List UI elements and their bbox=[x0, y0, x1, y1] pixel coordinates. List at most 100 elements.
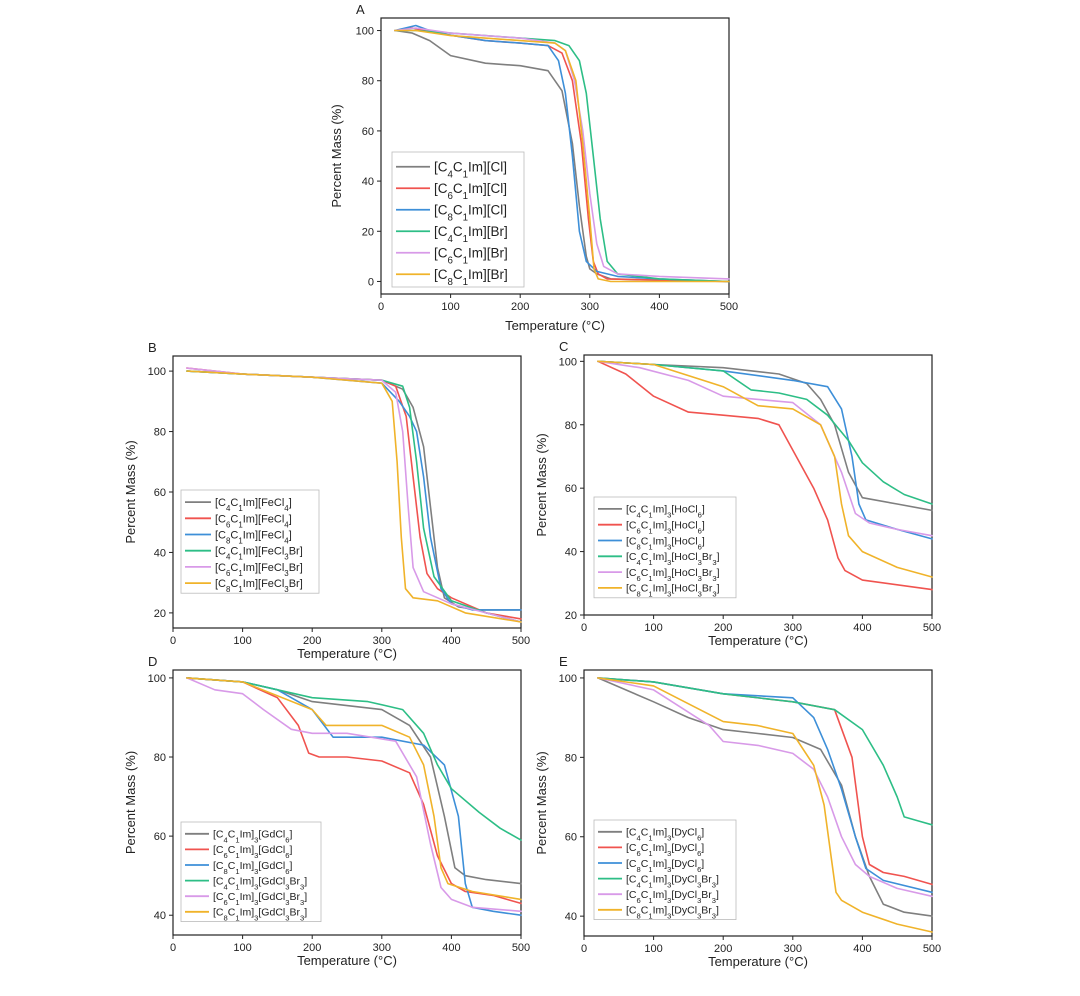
panel-letter: C bbox=[559, 339, 568, 354]
chart-panel-b: B 0 100 200 300 400 500 20 40 60 80 100 Temperature … bbox=[123, 340, 530, 661]
series-line-6 bbox=[186, 370, 522, 623]
x-tick-label: 200 bbox=[303, 942, 321, 954]
y-tick-label: 40 bbox=[154, 547, 166, 559]
x-tick-label: 200 bbox=[511, 301, 529, 313]
y-tick-label: 20 bbox=[154, 608, 166, 620]
x-tick-label: 200 bbox=[714, 622, 732, 634]
chart-panel-c: C 0 100 200 300 400 500 20 40 60 80 100 Temperature … bbox=[534, 339, 941, 648]
legend-entry: [C6C1Im]3[HoCl3Br3] bbox=[626, 567, 720, 583]
y-tick-label: 80 bbox=[565, 752, 577, 764]
series-line-1 bbox=[597, 677, 933, 917]
x-axis-label: Temperature (°C) bbox=[297, 646, 397, 661]
y-tick-label: 100 bbox=[559, 673, 577, 685]
y-tick-label: 60 bbox=[154, 831, 166, 843]
chart-panel-a: A 0 100 200 300 400 500 0 20 40 60 80 100 Temperature… bbox=[329, 2, 738, 333]
y-axis-label: Percent Mass (%) bbox=[329, 104, 344, 207]
x-tick-label: 500 bbox=[512, 942, 530, 954]
y-axis-label: Percent Mass (%) bbox=[534, 433, 549, 536]
y-axis-label: Percent Mass (%) bbox=[123, 440, 138, 543]
legend-entry: [C4C1Im]3[GdCl3Br3] bbox=[213, 875, 307, 891]
legend-entry: [C4C1Im]3[DyCl3Br3] bbox=[626, 873, 719, 889]
y-tick-label: 0 bbox=[368, 276, 374, 288]
x-tick-label: 100 bbox=[233, 635, 251, 647]
legend-entry: [C8C1Im]3[DyCl3Br3] bbox=[626, 905, 719, 921]
legend-entry: [C4C1Im]3[HoCl6] bbox=[626, 504, 705, 520]
legend-entry: [C6C1Im][FeCl3Br] bbox=[215, 562, 303, 578]
x-tick-label: 500 bbox=[512, 635, 530, 647]
y-tick-label: 80 bbox=[362, 76, 374, 88]
x-axis-label: Temperature (°C) bbox=[708, 954, 808, 969]
legend-entry: [C8C1Im][Br] bbox=[434, 267, 508, 288]
y-axis-label: Percent Mass (%) bbox=[123, 751, 138, 854]
y-tick-label: 40 bbox=[565, 911, 577, 923]
x-tick-label: 300 bbox=[784, 622, 802, 634]
legend-box bbox=[180, 489, 320, 594]
series-line-1 bbox=[597, 360, 933, 512]
x-tick-label: 200 bbox=[714, 943, 732, 955]
chart-panel-e: E 0 100 200 300 400 500 40 60 80 100 Temperature (°… bbox=[534, 654, 941, 969]
legend-entry: [C8C1Im][FeCl4] bbox=[215, 529, 292, 545]
panel-letter: B bbox=[148, 340, 157, 355]
x-tick-label: 0 bbox=[170, 942, 176, 954]
series-line-5 bbox=[597, 360, 933, 537]
x-tick-label: 0 bbox=[170, 635, 176, 647]
legend-entry: [C4C1Im][FeCl3Br] bbox=[215, 546, 303, 562]
y-tick-label: 100 bbox=[559, 356, 577, 368]
y-tick-label: 80 bbox=[565, 420, 577, 432]
y-tick-label: 40 bbox=[362, 176, 374, 188]
plot-frame bbox=[583, 669, 933, 937]
y-tick-label: 40 bbox=[565, 547, 577, 559]
x-tick-label: 500 bbox=[923, 622, 941, 634]
legend-entry: [C6C1Im]3[HoCl6] bbox=[626, 519, 705, 535]
series-line-6 bbox=[186, 677, 522, 901]
plot-frame bbox=[583, 354, 933, 616]
plot-frame bbox=[380, 17, 730, 295]
x-tick-label: 200 bbox=[303, 635, 321, 647]
series-line-6 bbox=[597, 360, 933, 578]
legend-entry: [C8C1Im]3[HoCl6] bbox=[626, 535, 705, 551]
y-tick-label: 80 bbox=[154, 427, 166, 439]
x-tick-label: 400 bbox=[650, 301, 668, 313]
panel-letter: A bbox=[356, 2, 365, 17]
panel-letter: E bbox=[559, 654, 568, 669]
y-tick-label: 60 bbox=[565, 483, 577, 495]
legend-entry: [C8C1Im]3[GdCl6] bbox=[213, 860, 292, 876]
x-tick-label: 0 bbox=[581, 943, 587, 955]
legend-entry: [C6C1Im][Cl] bbox=[434, 181, 507, 202]
legend-entry: [C8C1Im][FeCl3Br] bbox=[215, 578, 303, 594]
legend-entry: [C4C1Im]3[DyCl6] bbox=[626, 827, 704, 843]
y-tick-label: 60 bbox=[362, 126, 374, 138]
x-axis-label: Temperature (°C) bbox=[297, 953, 397, 968]
series-line-2 bbox=[186, 677, 522, 905]
series-line-6 bbox=[394, 29, 730, 283]
legend-entry: [C8C1Im]3[HoCl3Br3] bbox=[626, 583, 720, 599]
x-axis-label: Temperature (°C) bbox=[505, 318, 605, 333]
y-tick-label: 100 bbox=[356, 26, 374, 38]
series-line-4 bbox=[597, 360, 933, 505]
series-line-4 bbox=[597, 677, 933, 826]
chart-panel-d: D 0 100 200 300 400 500 40 60 80 100 Temperature (°… bbox=[123, 654, 530, 968]
x-tick-label: 0 bbox=[378, 301, 384, 313]
legend-entry: [C4C1Im][Br] bbox=[434, 224, 508, 245]
legend-box bbox=[391, 151, 525, 288]
x-tick-label: 0 bbox=[581, 622, 587, 634]
series-line-4 bbox=[186, 677, 522, 841]
plot-frame bbox=[172, 669, 522, 936]
legend-entry: [C6C1Im]3[GdCl6] bbox=[213, 844, 292, 860]
series-line-2 bbox=[597, 360, 933, 591]
series-line-6 bbox=[597, 677, 933, 933]
x-tick-label: 400 bbox=[442, 635, 460, 647]
y-tick-label: 60 bbox=[565, 832, 577, 844]
x-tick-label: 400 bbox=[853, 943, 871, 955]
y-tick-label: 40 bbox=[154, 910, 166, 922]
x-tick-label: 300 bbox=[373, 635, 391, 647]
legend-entry: [C4C1Im][Cl] bbox=[434, 160, 507, 181]
legend-entry: [C8C1Im][Cl] bbox=[434, 203, 507, 224]
x-tick-label: 300 bbox=[581, 301, 599, 313]
legend-entry: [C4C1Im]3[GdCl6] bbox=[213, 829, 292, 845]
x-tick-label: 400 bbox=[853, 622, 871, 634]
legend-entry: [C6C1Im][Br] bbox=[434, 246, 508, 267]
y-axis-label: Percent Mass (%) bbox=[534, 751, 549, 854]
x-tick-label: 100 bbox=[644, 943, 662, 955]
